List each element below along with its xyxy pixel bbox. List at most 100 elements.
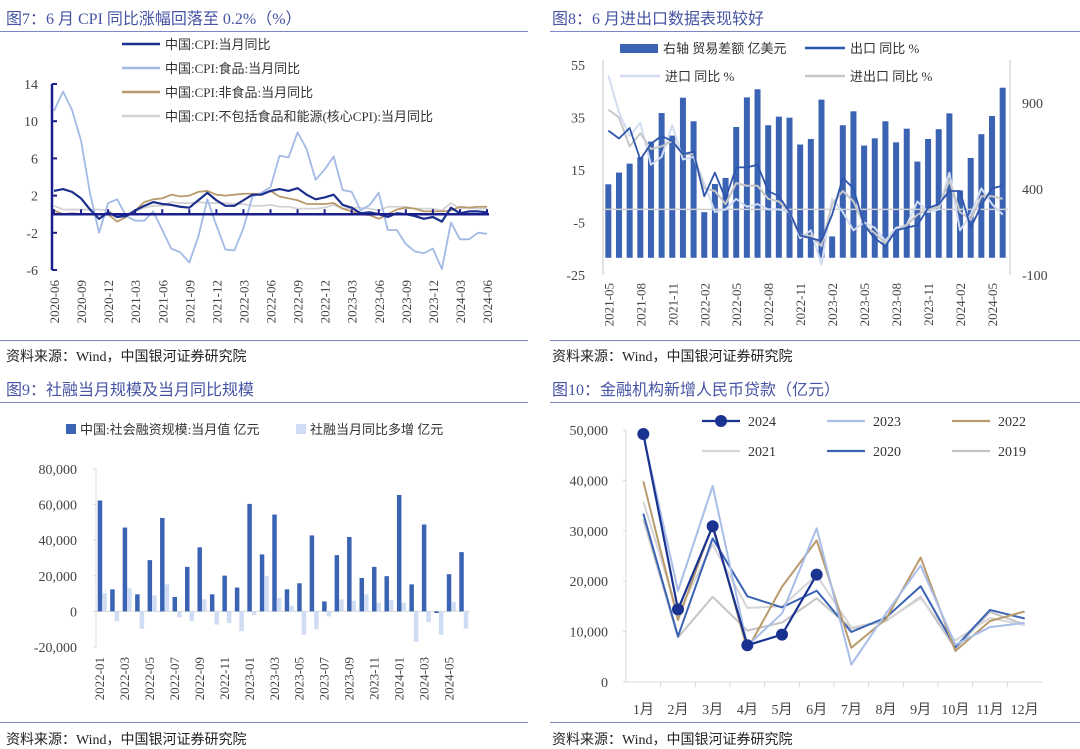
- chart8-x-tick-label: 2021-11: [665, 283, 680, 326]
- chart10-x-tick-label: 10月: [941, 702, 969, 718]
- chart9-tsf-bar: [409, 584, 414, 612]
- chart8-trade-balance-bar: [701, 212, 708, 258]
- chart9-x-tick-label: 2022-01: [92, 657, 107, 700]
- chart8-trade-balance-bar: [679, 97, 686, 258]
- chart7-x-tick-label: 2020-12: [101, 280, 116, 323]
- chart8-trade-balance-bar: [754, 89, 761, 258]
- chart8-series-line: [607, 75, 1004, 266]
- chart8-trade-balance-bar: [615, 172, 622, 258]
- chart7-y-tick-label: -2: [26, 227, 38, 242]
- chart10-legend-label: 2019: [998, 445, 1026, 460]
- chart9-x-tick-label: 2022-09: [192, 657, 207, 700]
- chart9-y-tick-label: 0: [70, 605, 77, 620]
- chart8-x-tick-label: 2022-05: [729, 283, 744, 326]
- chart9-tsf-bar: [135, 594, 140, 612]
- chart8-right-tick-label: -100: [1022, 269, 1048, 284]
- chart9-yoy-increase-bar: [214, 611, 219, 625]
- chart7-x-tick-label: 2023-12: [426, 280, 441, 323]
- chart9-yoy-increase-bar: [152, 595, 157, 612]
- chart9-tsf-bar: [110, 589, 115, 612]
- chart7-x-tick-label: 2020-09: [74, 280, 89, 323]
- chart8-trade-balance-bar: [957, 190, 964, 258]
- chart9-x-tick-label: 2023-09: [342, 657, 357, 700]
- chart8-title-rule: [550, 31, 1080, 32]
- chart9-yoy-increase-bar: [139, 611, 145, 629]
- chart9-tsf-bar: [446, 574, 452, 612]
- chart7-x-tick-label: 2022-06: [264, 280, 279, 324]
- chart8-trade-balance-bar: [893, 142, 900, 258]
- chart9-yoy-increase-bar: [102, 593, 107, 612]
- chart7-title: 图7：6 月 CPI 同比涨幅回落至 0.2%（%）: [6, 11, 302, 28]
- chart10-x-tick-label: 9月: [910, 702, 931, 718]
- chart9-y-tick-label: 40,000: [39, 534, 78, 549]
- chart8-x-tick-label: 2021-05: [601, 283, 616, 326]
- chart9-yoy-increase-bar: [463, 611, 469, 629]
- chart9-x-tick-label: 2024-05: [441, 657, 456, 700]
- chart7-bottom-rule: [0, 340, 528, 341]
- chart8-x-tick-label: 2022-11: [793, 283, 808, 326]
- chart9-yoy-increase-bar: [289, 605, 294, 612]
- chart9-source: 资料来源：Wind，中国银河证券研究院: [6, 733, 247, 748]
- chart8-bottom-rule: [550, 340, 1080, 341]
- chart7-legend-label: 中国:CPI:食品:当月同比: [165, 61, 300, 76]
- chart7-y-tick-label: 14: [24, 78, 38, 93]
- chart7-y-tick-label: 10: [24, 115, 38, 130]
- chart7: 14 10 6 2 -2 -6 2020-06 2020-09 2020-12 2021-03 20…: [24, 37, 495, 323]
- chart9-yoy-increase-bar: [114, 611, 120, 622]
- chart10-2024-marker: [637, 428, 650, 441]
- chart10-series-line-2020: [642, 513, 1025, 649]
- chart9-yoy-increase-bar: [264, 576, 269, 612]
- chart10-x-tick-label: 1月: [633, 702, 654, 718]
- chart8-left-tick-label: 35: [571, 112, 585, 127]
- chart8-left-tick-label: 15: [571, 164, 585, 179]
- chart8-trade-balance-bar: [658, 113, 665, 258]
- chart9-tsf-bar: [347, 536, 352, 612]
- chart9-tsf-bar: [297, 583, 302, 612]
- chart9-tsf-bar: [209, 594, 215, 612]
- chart8-trade-balance-bar: [882, 121, 889, 258]
- chart9-tsf-bar: [147, 560, 153, 612]
- chart9-tsf-bar: [122, 527, 128, 612]
- chart9-tsf-bar: [396, 494, 402, 612]
- chart8-trade-balance-bar: [935, 129, 942, 258]
- chart7-x-tick-label: 2022-12: [318, 280, 333, 323]
- chart10-y-tick-label: 30,000: [570, 525, 609, 540]
- chart8-trade-balance-bar: [989, 115, 996, 258]
- chart9-x-tick-label: 2023-01: [242, 657, 257, 700]
- chart7-series-line: [53, 187, 488, 223]
- chart9-yoy-increase-bar: [388, 600, 394, 612]
- chart7-x-tick-label: 2023-03: [345, 280, 360, 323]
- chart9-yoy-increase-bar: [189, 611, 194, 622]
- chart9-tsf-bar: [334, 555, 340, 612]
- chart9-x-tick-label: 2024-03: [416, 657, 431, 700]
- chart8-legend-label: 出口 同比 %: [850, 41, 920, 56]
- chart9-yoy-increase-bar: [177, 611, 182, 618]
- chart8-x-tick-label: 2023-11: [921, 283, 936, 326]
- chart8-trade-balance-bar: [626, 163, 633, 258]
- chart8-right-tick-label: 900: [1022, 97, 1043, 112]
- chart7-legend-label: 中国:CPI:不包括食品和能源(核心CPI):当月同比: [165, 109, 433, 124]
- chart10-y-tick-label: 10,000: [570, 626, 609, 641]
- chart9-yoy-increase-bar: [301, 611, 307, 635]
- chart9-tsf-bar: [259, 554, 265, 612]
- chart9-tsf-bar: [359, 577, 365, 612]
- chart8-trade-balance-bar: [637, 157, 644, 258]
- chart8-series-line: [607, 127, 1003, 248]
- chart8-x-tick-label: 2024-05: [985, 283, 1000, 326]
- chart8-trade-balance-bar: [711, 183, 718, 258]
- chart9-yoy-increase-bar: [239, 611, 244, 632]
- chart9-yoy-increase-bar: [351, 600, 357, 612]
- chart8-title: 图8：6 月进出口数据表现较好: [552, 11, 765, 28]
- chart9-title-rule: [0, 402, 528, 403]
- chart8-x-tick-label: 2023-02: [825, 283, 840, 326]
- chart10-legend-label: 2020: [873, 445, 901, 460]
- chart8-left-tick-label: -25: [566, 269, 585, 284]
- chart9-tsf-bar: [434, 611, 439, 614]
- chart8-legend-label: 进口 同比 %: [665, 69, 735, 84]
- chart9-tsf-bar: [97, 500, 103, 612]
- chart9-x-tick-label: 2023-07: [317, 657, 332, 701]
- chart8-trade-balance-bar: [690, 121, 697, 258]
- chart8-trade-balance-bar: [605, 184, 612, 258]
- chart7-x-tick-label: 2023-06: [372, 280, 387, 324]
- chart9-yoy-increase-bar: [364, 594, 369, 612]
